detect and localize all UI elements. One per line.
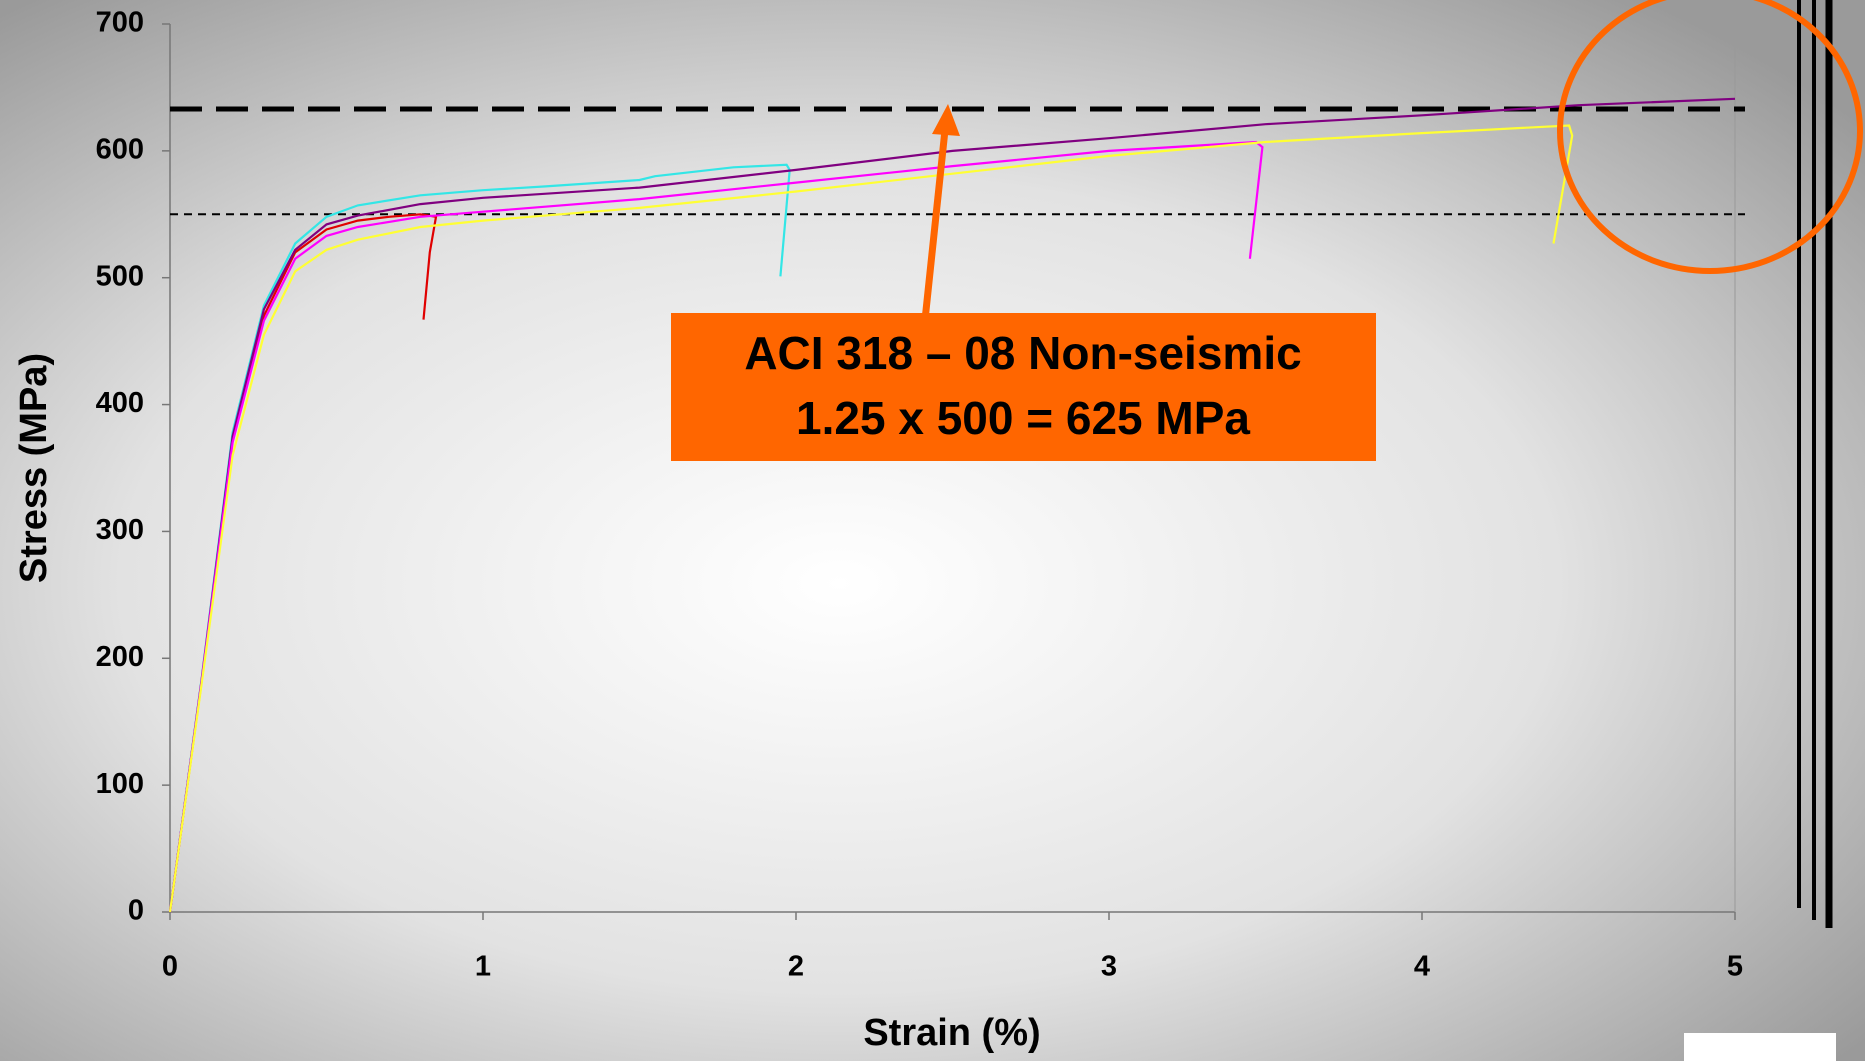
y-axis-title: Stress (MPa) [13,353,55,583]
x-tick-label: 1 [475,951,491,983]
y-tick-label: 700 [96,7,144,39]
annotation-arrowhead [932,104,960,136]
x-tick-label: 4 [1414,951,1430,983]
annotation-box [671,313,1376,461]
y-tick-label: 400 [96,387,144,419]
x-axis-title: Strain (%) [863,1012,1040,1054]
y-tick-label: 0 [128,895,144,927]
y-tick-label: 300 [96,514,144,546]
series-line [168,140,1264,913]
x-tick-label: 5 [1727,951,1743,983]
y-tick-label: 100 [96,768,144,800]
plot: 0 100 200 300 400 500 600 700 0 1 2 3 4 5 [96,7,1745,983]
y-tick-label: 500 [96,260,144,292]
annotation-text: ACI 318 – 08 Non-seismic [744,327,1301,379]
x-tick-label: 2 [788,951,804,983]
annotation-text: 1.25 x 500 = 625 MPa [796,392,1250,444]
y-tick-label: 200 [96,641,144,673]
annotation-arrow [921,129,949,321]
annotation-group: ACI 318 – 08 Non-seismic 1.25 x 500 = 625… [671,0,1863,461]
x-tick-label: 0 [162,951,178,983]
series-line [168,97,1736,913]
highlight-circle [1557,0,1863,274]
series-line [168,124,1574,913]
y-tick-label: 600 [96,134,144,166]
logo [1684,1033,1836,1061]
x-tick-label: 3 [1101,951,1117,983]
